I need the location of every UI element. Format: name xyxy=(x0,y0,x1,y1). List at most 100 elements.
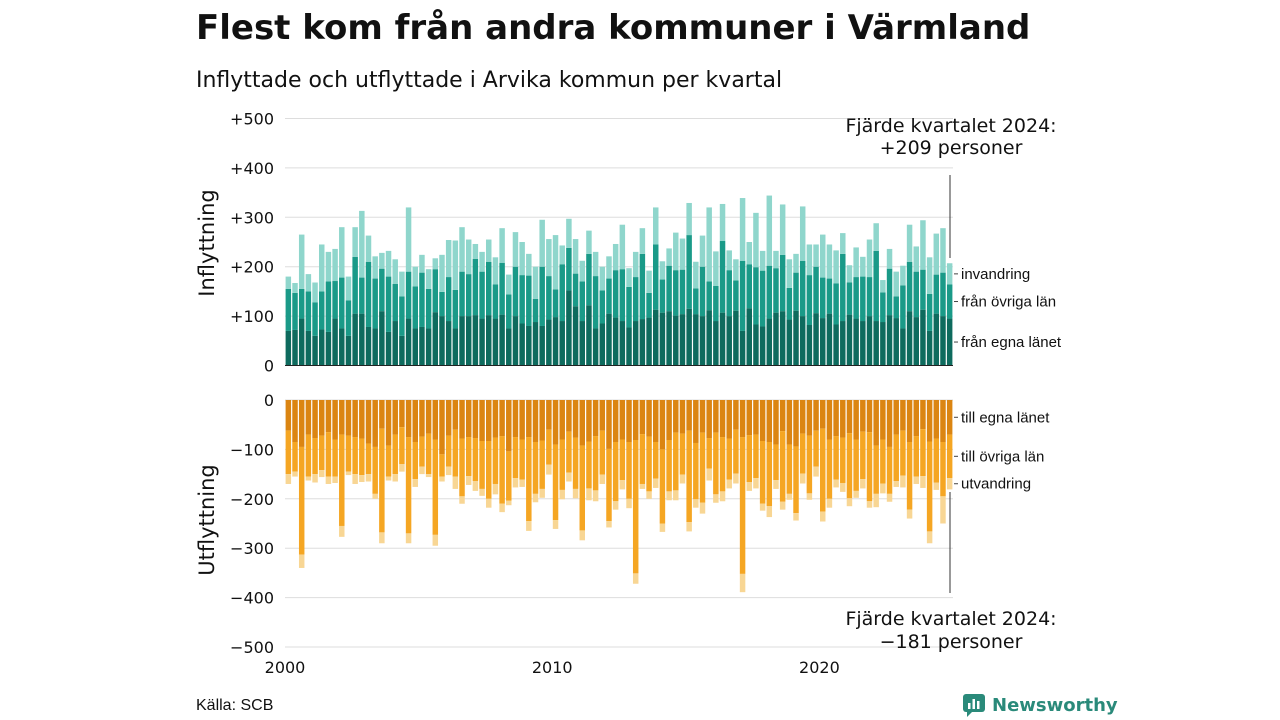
bar-segment xyxy=(419,436,425,467)
bar-segment xyxy=(840,253,846,322)
bar-segment xyxy=(365,474,372,482)
bar-segment xyxy=(786,444,793,494)
bar-segment xyxy=(659,449,666,524)
bar-segment xyxy=(886,400,893,447)
bar-segment xyxy=(412,400,418,442)
bar-segment xyxy=(305,330,312,366)
bar-segment xyxy=(679,433,686,475)
bar-segment xyxy=(292,292,298,330)
bar-segment xyxy=(666,400,672,441)
bar-segment xyxy=(846,314,853,366)
bar-segment xyxy=(820,234,826,278)
bar-segment xyxy=(866,432,873,502)
bar-segment xyxy=(392,321,398,366)
bar-segment xyxy=(626,400,632,442)
bar-segment xyxy=(285,330,292,366)
bar-segment xyxy=(926,293,933,331)
bar-segment xyxy=(900,285,906,329)
bar-segment xyxy=(432,269,439,313)
bar-segment xyxy=(706,468,712,481)
bar-segment xyxy=(726,400,732,439)
bar-segment xyxy=(305,476,312,481)
bar-segment xyxy=(325,331,332,366)
bar-segment xyxy=(405,400,412,438)
bar-segment xyxy=(379,252,385,269)
bar-segment xyxy=(425,328,432,366)
bar-segment xyxy=(452,400,459,430)
bar-segment xyxy=(325,281,332,332)
bar-segment xyxy=(566,247,572,291)
bar-segment xyxy=(833,436,839,480)
bar-segment xyxy=(345,435,352,472)
bar-segment xyxy=(886,315,893,366)
bar-segment xyxy=(486,498,492,508)
bar-segment xyxy=(319,470,325,478)
bar-segment xyxy=(820,318,826,366)
bar-segment xyxy=(639,400,646,435)
bar-segment xyxy=(686,430,692,523)
bar-segment xyxy=(799,206,806,261)
bar-segment xyxy=(559,245,565,265)
bar-segment xyxy=(906,311,913,366)
brand-logo[interactable]: Newsworthy xyxy=(962,693,1118,717)
bar-segment xyxy=(846,433,853,499)
bar-segment xyxy=(679,400,686,434)
bar-segment xyxy=(405,437,412,534)
bar-segment xyxy=(866,400,873,433)
bar-segment xyxy=(392,400,398,435)
bar-segment xyxy=(412,286,418,329)
bar-segment xyxy=(806,400,813,436)
bar-segment xyxy=(746,264,752,309)
bar-segment xyxy=(572,239,579,274)
bar-segment xyxy=(512,316,519,366)
bar-segment xyxy=(619,321,626,366)
bar-segment xyxy=(345,300,352,336)
bar-segment xyxy=(539,488,545,498)
bar-segment xyxy=(699,266,706,317)
bar-segment xyxy=(886,268,893,316)
bar-segment xyxy=(880,322,886,366)
series-label: utvandring xyxy=(961,476,1031,493)
bar-segment xyxy=(612,501,619,510)
bar-segment xyxy=(566,290,572,366)
bar-segment xyxy=(886,493,893,502)
bar-segment xyxy=(940,228,946,273)
bar-segment xyxy=(552,235,559,290)
bar-segment xyxy=(632,400,639,441)
bar-segment xyxy=(325,432,332,477)
bar-segment xyxy=(626,268,632,287)
bar-segment xyxy=(626,498,632,509)
bar-segment xyxy=(432,400,439,440)
bar-segment xyxy=(913,476,919,484)
bar-segment xyxy=(826,498,833,508)
bar-segment xyxy=(352,437,358,475)
bar-segment xyxy=(612,243,619,271)
bar-segment xyxy=(653,309,659,366)
bar-segment xyxy=(365,443,372,475)
bar-segment xyxy=(606,448,612,522)
bar-segment xyxy=(559,264,565,322)
bar-segment xyxy=(339,525,345,537)
bar-segment xyxy=(626,286,632,328)
bar-segment xyxy=(445,466,452,476)
bar-segment xyxy=(459,438,465,497)
bar-segment xyxy=(853,439,859,491)
bar-segment xyxy=(572,273,579,307)
bar-segment xyxy=(686,400,692,431)
bar-segment xyxy=(566,431,572,473)
bar-segment xyxy=(319,400,325,436)
bar-segment xyxy=(479,271,485,319)
bar-segment xyxy=(766,400,773,442)
bar-segment xyxy=(412,479,418,487)
bar-segment xyxy=(619,269,626,322)
bar-segment xyxy=(405,271,412,319)
bar-segment xyxy=(445,435,452,467)
bar-segment xyxy=(913,436,919,477)
bar-segment xyxy=(459,227,465,272)
bar-segment xyxy=(873,400,879,446)
bar-segment xyxy=(826,439,833,499)
bar-segment xyxy=(465,476,472,485)
x-tick-label: 2000 xyxy=(265,658,306,677)
bar-segment xyxy=(880,439,886,484)
